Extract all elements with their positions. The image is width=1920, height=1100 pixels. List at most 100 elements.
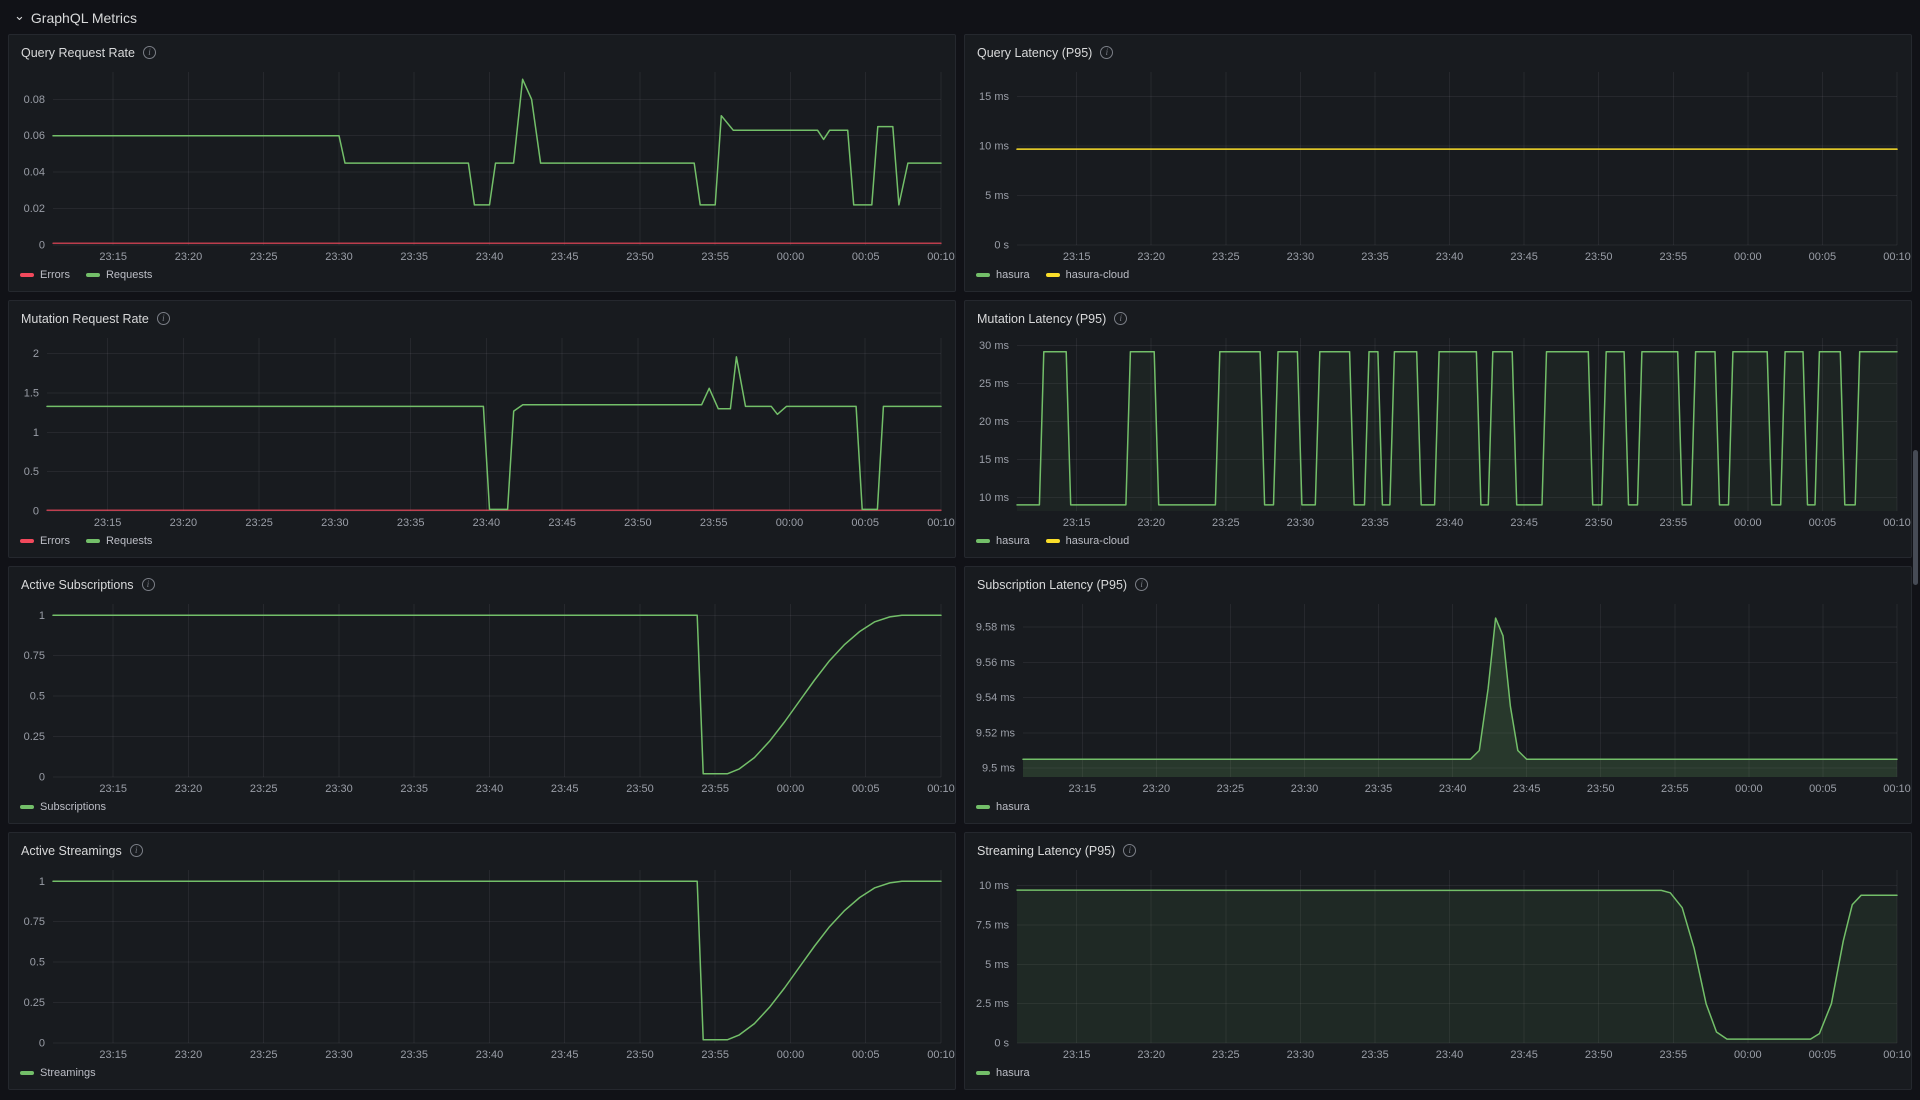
panel-header[interactable]: Active Streamings i [9,833,955,860]
svg-text:23:50: 23:50 [1585,251,1613,263]
svg-text:0.25: 0.25 [24,997,45,1009]
legend-item-subscriptions[interactable]: Subscriptions [20,801,106,813]
svg-text:23:50: 23:50 [626,783,654,795]
svg-text:23:20: 23:20 [170,517,198,529]
panel-subscription-latency-p95: Subscription Latency (P95) i 23:15 23:20 2… [964,566,1912,824]
svg-text:23:25: 23:25 [1212,1049,1240,1061]
legend-item-requests[interactable]: Requests [85,535,152,547]
svg-text:23:30: 23:30 [321,517,349,529]
svg-text:23:35: 23:35 [400,251,428,263]
svg-text:23:30: 23:30 [325,251,353,263]
panel-streaming-latency-p95: Streaming Latency (P95) i 23:15 23:20 23:2… [964,832,1912,1090]
panel-title: Active Subscriptions [21,577,134,592]
panel-header[interactable]: Active Subscriptions i [9,567,955,594]
info-icon[interactable]: i [129,844,143,857]
svg-text:23:40: 23:40 [476,783,504,795]
chevron-down-icon: ⌄ [14,8,25,23]
info-icon[interactable]: i [1135,578,1149,591]
svg-text:0: 0 [39,772,45,784]
svg-text:23:50: 23:50 [1587,783,1615,795]
chart-area: 23:15 23:20 23:25 23:30 23:35 23:40 23:45 23:50… [965,860,1911,1063]
legend-item-hasura-cloud[interactable]: hasura-cloud [1045,535,1130,547]
legend-item-hasura[interactable]: hasura [976,1067,1030,1079]
info-icon[interactable]: i [142,46,156,59]
panel-header[interactable]: Mutation Latency (P95) i [965,301,1911,328]
legend-item-hasura[interactable]: hasura [976,801,1030,813]
legend-item-hasura[interactable]: hasura [976,269,1030,281]
svg-text:23:55: 23:55 [701,783,729,795]
svg-text:00:05: 00:05 [852,783,880,795]
svg-text:23:20: 23:20 [1137,1049,1165,1061]
svg-text:00:05: 00:05 [852,1049,880,1061]
svg-text:2.5 ms: 2.5 ms [976,998,1010,1010]
svg-text:23:25: 23:25 [250,1049,278,1061]
info-icon[interactable]: i [141,578,155,591]
svg-text:15 ms: 15 ms [979,91,1009,103]
svg-text:23:35: 23:35 [400,783,428,795]
svg-text:00:00: 00:00 [1734,251,1762,263]
chart-area: 23:15 23:20 23:25 23:30 23:35 23:40 23:45 23:50… [965,328,1911,531]
svg-text:10 ms: 10 ms [979,141,1009,153]
svg-text:10 ms: 10 ms [979,880,1009,892]
svg-text:23:45: 23:45 [551,1049,579,1061]
panel-header[interactable]: Query Latency (P95) i [965,35,1911,62]
svg-text:23:15: 23:15 [1063,1049,1091,1061]
legend-swatch [20,1071,34,1075]
legend-label: hasura-cloud [1065,269,1130,281]
svg-text:00:05: 00:05 [852,251,880,263]
svg-text:0.5: 0.5 [30,691,45,703]
panel-title: Streaming Latency (P95) [977,843,1116,858]
legend-label: hasura-cloud [1065,535,1130,547]
svg-text:23:45: 23:45 [1513,783,1541,795]
svg-text:0.75: 0.75 [24,916,45,928]
svg-text:30 ms: 30 ms [979,340,1009,352]
svg-text:1: 1 [33,427,39,439]
svg-text:15 ms: 15 ms [979,454,1009,466]
svg-text:23:40: 23:40 [476,251,504,263]
dashboard-row-header[interactable]: ⌄ GraphQL Metrics [0,0,1920,32]
svg-text:1: 1 [39,876,45,888]
legend-item-errors[interactable]: Errors [20,269,70,281]
scrollbar-thumb[interactable] [1913,450,1918,585]
svg-text:0: 0 [39,1038,45,1050]
legend-item-hasura[interactable]: hasura [976,535,1030,547]
row-title: GraphQL Metrics [30,10,137,26]
svg-text:00:00: 00:00 [1735,783,1763,795]
panel-header[interactable]: Query Request Rate i [9,35,955,62]
svg-text:23:25: 23:25 [1212,251,1240,263]
panel-header[interactable]: Streaming Latency (P95) i [965,833,1911,860]
legend-label: Errors [40,269,70,281]
info-icon[interactable]: i [156,312,170,325]
legend-item-errors[interactable]: Errors [20,535,70,547]
chart-canvas: 23:15 23:20 23:25 23:30 23:35 23:40 23:45 23:50… [976,870,1911,1061]
svg-text:1.5: 1.5 [24,388,39,400]
chart-area: 23:15 23:20 23:25 23:30 23:35 23:40 23:45 23:50… [9,328,955,531]
svg-text:23:55: 23:55 [1660,251,1688,263]
legend-label: Errors [40,535,70,547]
info-icon[interactable]: i [1114,312,1128,325]
panel-header[interactable]: Subscription Latency (P95) i [965,567,1911,594]
svg-text:23:35: 23:35 [1361,517,1389,529]
legend: Errors Requests [9,265,955,291]
svg-text:23:35: 23:35 [397,517,425,529]
svg-text:00:00: 00:00 [1734,1049,1762,1061]
svg-text:0: 0 [39,240,45,252]
svg-text:23:30: 23:30 [325,1049,353,1061]
legend-item-requests[interactable]: Requests [85,269,152,281]
svg-text:23:15: 23:15 [99,1049,127,1061]
legend-item-streamings[interactable]: Streamings [20,1067,96,1079]
svg-text:0.02: 0.02 [24,203,45,215]
legend-swatch [976,539,990,543]
svg-text:0.5: 0.5 [30,957,45,969]
svg-text:23:20: 23:20 [175,1049,203,1061]
svg-text:23:45: 23:45 [1510,517,1538,529]
legend-item-hasura-cloud[interactable]: hasura-cloud [1045,269,1130,281]
legend-swatch [20,273,34,277]
svg-text:23:40: 23:40 [1439,783,1467,795]
info-icon[interactable]: i [1100,46,1114,59]
panel-header[interactable]: Mutation Request Rate i [9,301,955,328]
svg-text:00:05: 00:05 [851,517,879,529]
info-icon[interactable]: i [1123,844,1137,857]
svg-text:00:10: 00:10 [927,783,955,795]
svg-text:23:50: 23:50 [1585,517,1613,529]
